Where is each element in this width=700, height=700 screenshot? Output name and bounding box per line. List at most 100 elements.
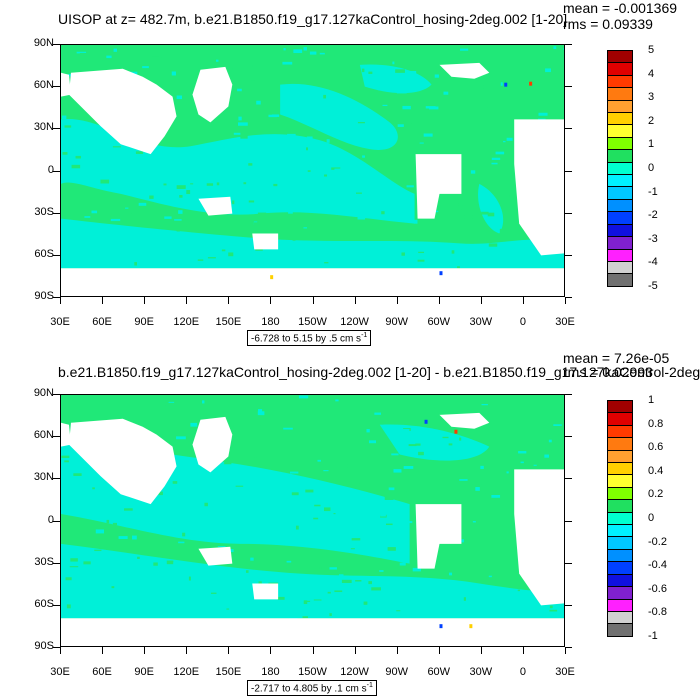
colorbar-swatch	[607, 610, 633, 625]
field-speckle	[395, 69, 405, 73]
land-mask-6	[514, 119, 564, 256]
field-speckle	[160, 419, 165, 423]
field-speckle	[248, 538, 255, 542]
field-speckle	[293, 49, 303, 54]
field-speckle	[251, 78, 257, 81]
field-speckle	[386, 523, 393, 526]
field-speckle	[411, 123, 421, 127]
field-speckle	[516, 423, 527, 425]
field-speckle	[84, 216, 91, 218]
field-speckle	[176, 185, 186, 189]
field-speckle	[366, 429, 370, 433]
field-speckle	[341, 579, 352, 584]
field-speckle	[91, 210, 98, 214]
field-speckle	[183, 224, 187, 227]
field-speckle	[415, 443, 421, 446]
extreme-value-dot	[424, 419, 428, 424]
field-speckle	[309, 51, 317, 55]
field-speckle	[308, 404, 318, 407]
field-speckle	[168, 401, 175, 403]
field-speckle	[149, 195, 154, 199]
field-speckle	[334, 168, 344, 172]
field-speckle	[288, 209, 293, 214]
colorbar-swatch	[607, 50, 633, 64]
field-speckle	[392, 61, 395, 65]
field-speckle	[506, 471, 509, 474]
field-speckle	[339, 480, 344, 482]
field-speckle	[401, 166, 406, 169]
field-speckle	[406, 521, 413, 524]
field-speckle	[68, 73, 73, 77]
field-speckle	[460, 48, 469, 51]
colorbar-label: -0.6	[648, 582, 667, 595]
field-speckle	[149, 56, 160, 61]
colorbar-swatch	[607, 424, 633, 439]
field-speckle	[234, 174, 239, 179]
field-speckle	[461, 539, 464, 543]
field-speckle	[379, 570, 384, 572]
field-speckle	[298, 164, 306, 166]
field-speckle	[241, 580, 250, 582]
field-speckle	[390, 503, 398, 505]
field-speckle	[216, 182, 220, 186]
field-speckle	[215, 59, 219, 62]
field-speckle	[488, 243, 498, 247]
colorbar-swatch	[607, 412, 633, 426]
field-speckle	[313, 599, 322, 601]
field-speckle	[254, 551, 258, 556]
colorbar	[607, 400, 633, 637]
colorbar-swatch	[607, 524, 633, 538]
lon-tick	[480, 647, 482, 654]
colorbar-label: -1	[648, 185, 658, 198]
field-speckle	[289, 471, 299, 474]
field-speckle	[306, 147, 309, 151]
colorbar-swatch	[607, 548, 633, 563]
field-speckle	[237, 88, 242, 92]
extreme-value-dot	[270, 275, 274, 280]
lat-tick	[565, 297, 572, 298]
field-speckle	[499, 614, 503, 617]
field-speckle	[450, 261, 458, 264]
lat-tick	[565, 647, 572, 648]
field-speckle	[182, 575, 185, 578]
field-speckle	[239, 96, 245, 100]
land-mask-5	[415, 154, 462, 219]
map-plot	[60, 44, 565, 297]
field-speckle	[252, 65, 259, 67]
colorbar-swatch	[607, 149, 633, 163]
field-speckle	[256, 100, 261, 105]
rms-value: rms = 0.09339	[563, 16, 653, 32]
field-speckle	[319, 477, 327, 479]
lon-tick-label: 180	[261, 316, 280, 328]
field-speckle	[350, 548, 355, 550]
field-speckle	[161, 162, 167, 164]
lon-tick	[228, 297, 230, 304]
colorbar-swatch	[607, 211, 633, 225]
field-speckle	[311, 247, 320, 250]
field-speckle	[434, 74, 439, 78]
field-speckle	[111, 586, 115, 589]
field-speckle	[397, 124, 404, 127]
field-speckle	[399, 562, 406, 566]
field-speckle	[305, 489, 314, 493]
field-speckle	[535, 64, 541, 67]
field-speckle	[355, 580, 362, 582]
field-speckle	[384, 496, 394, 500]
field-speckle	[410, 553, 420, 557]
field-speckle	[171, 543, 174, 546]
land-mask-6	[514, 469, 564, 606]
colorbar	[607, 50, 633, 287]
field-speckle	[201, 121, 206, 126]
field-speckle	[368, 581, 372, 585]
lat-tick-label: 90S	[34, 640, 54, 652]
field-speckle	[533, 467, 540, 471]
lat-tick-label: 0	[47, 513, 54, 526]
field-speckle	[549, 605, 553, 609]
field-speckle	[112, 522, 117, 526]
field-speckle	[418, 251, 425, 254]
field-speckle	[388, 487, 395, 491]
field-speckle	[212, 154, 217, 156]
field-speckle	[417, 259, 425, 262]
field-speckle	[245, 570, 249, 573]
field-speckle	[74, 462, 79, 467]
